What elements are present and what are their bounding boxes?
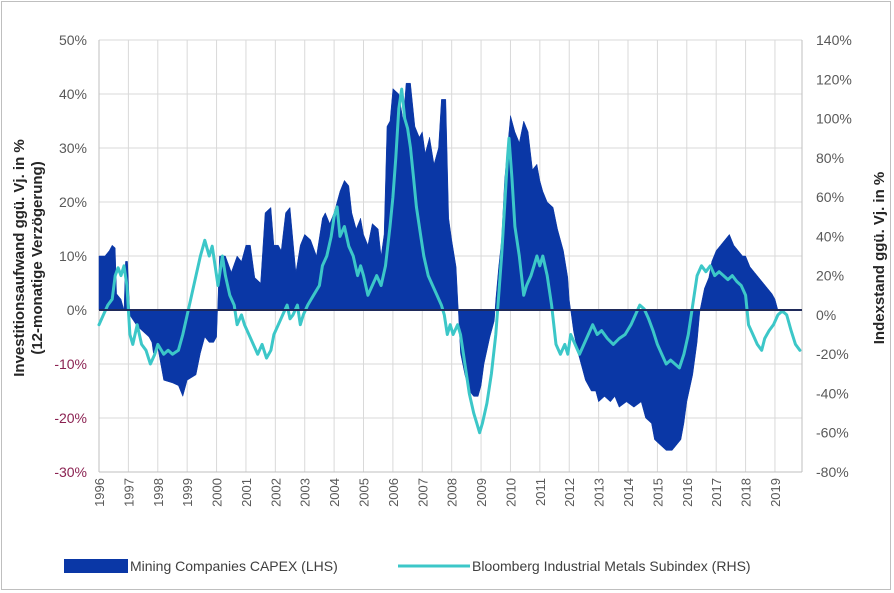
x-tick-label: 1996 [92, 478, 107, 507]
left-tick-label: 40% [59, 86, 87, 102]
left-axis-ticks: 50% 40% 30% 20% 10% 0% -10% -20% -30% [54, 32, 87, 480]
x-tick-label: 2017 [709, 478, 724, 507]
x-tick-label: 2000 [210, 478, 225, 507]
legend-swatch-capex [64, 559, 128, 573]
left-tick-label: 50% [59, 32, 87, 48]
x-tick-label: 2006 [386, 478, 401, 507]
right-tick-label: 20% [816, 268, 844, 284]
x-tick-label: 2007 [415, 478, 430, 507]
x-tick-label: 2015 [650, 478, 665, 507]
legend-label-metals: Bloomberg Industrial Metals Subindex (RH… [472, 558, 751, 574]
x-tick-label: 2010 [503, 478, 518, 507]
x-tick-label: 2019 [768, 478, 783, 507]
capex-area [98, 82, 779, 451]
left-tick-label: 30% [59, 140, 87, 156]
x-axis-ticks: 1996 1997 1998 1999 2000 2001 2002 2003 2004 2005… [92, 478, 783, 507]
x-tick-label: 2011 [533, 478, 548, 506]
left-tick-label: -10% [54, 356, 87, 372]
x-tick-label: 1999 [180, 478, 195, 507]
right-tick-label: -60% [816, 425, 849, 441]
right-tick-label: -20% [816, 346, 849, 362]
x-tick-label: 2018 [739, 478, 754, 507]
left-tick-label: -30% [54, 464, 87, 480]
x-tick-label: 2003 [298, 478, 313, 507]
right-tick-label: 80% [816, 150, 844, 166]
right-tick-label: 40% [816, 228, 844, 244]
right-tick-label: 100% [816, 111, 852, 127]
legend-label-capex: Mining Companies CAPEX (LHS) [130, 558, 338, 574]
x-tick-label: 2002 [268, 478, 283, 507]
legend: Mining Companies CAPEX (LHS) Bloomberg I… [64, 558, 751, 574]
right-tick-label: -40% [816, 385, 849, 401]
right-tick-label: -80% [816, 464, 849, 480]
left-axis-title-line2: (12-monatige Verzögerung) [29, 161, 46, 354]
right-tick-label: 0% [816, 307, 836, 323]
x-tick-label: 2004 [327, 478, 342, 507]
x-tick-label: 2009 [474, 478, 489, 507]
right-axis-ticks: 140% 120% 100% 80% 60% 40% 20% 0% -20% -40% -60% -8… [816, 32, 852, 480]
right-axis-title: Indexstand ggü. Vj. in % [871, 172, 888, 345]
left-tick-label: 0% [67, 302, 87, 318]
left-tick-label: -20% [54, 410, 87, 426]
x-tick-label: 1998 [151, 478, 166, 507]
x-tick-label: 2012 [562, 478, 577, 507]
x-tick-label: 2013 [592, 478, 607, 507]
x-tick-label: 1997 [121, 478, 136, 507]
left-axis-title-line1: Investitionsaufwand ggü. Vj. in % [11, 139, 28, 377]
x-tick-label: 2016 [680, 478, 695, 507]
x-tick-label: 2001 [239, 478, 254, 507]
right-tick-label: 60% [816, 189, 844, 205]
metals-index-line [97, 87, 802, 435]
x-tick-label: 2005 [357, 478, 372, 507]
left-tick-label: 10% [59, 248, 87, 264]
x-tick-label: 2008 [445, 478, 460, 507]
right-tick-label: 120% [816, 71, 852, 87]
left-tick-label: 20% [59, 194, 87, 210]
metals-line-layer [97, 87, 802, 435]
x-tick-label: 2014 [621, 478, 636, 507]
right-tick-label: 140% [816, 32, 852, 48]
capex-area-layer [98, 82, 779, 451]
